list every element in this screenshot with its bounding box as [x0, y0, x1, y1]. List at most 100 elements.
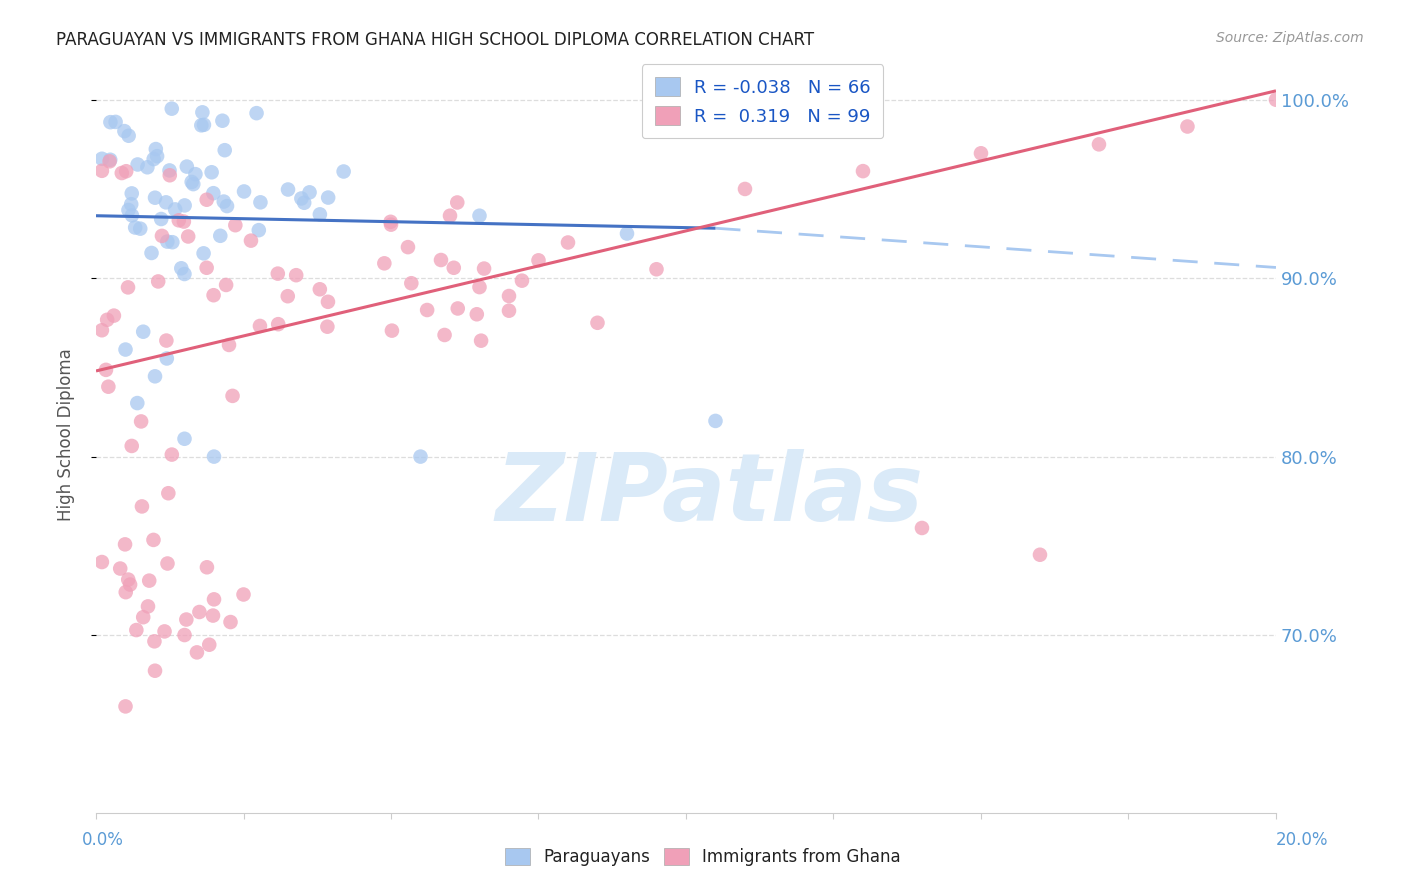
Point: [145, 142, 167, 156]
Point: [201, 608, 224, 623]
Point: [527, 253, 550, 268]
Point: [98, 153, 121, 167]
Point: [277, 182, 299, 196]
Point: [247, 223, 270, 237]
Point: [468, 209, 491, 223]
Point: [221, 389, 243, 403]
Point: [443, 260, 465, 275]
Point: [193, 246, 215, 260]
Point: [136, 161, 159, 175]
Point: [155, 334, 177, 348]
Point: [173, 198, 195, 212]
Point: [465, 307, 488, 321]
Point: [277, 289, 299, 303]
Point: [143, 369, 166, 384]
Point: [215, 277, 238, 292]
Point: [249, 195, 271, 210]
Point: [90, 555, 112, 569]
Point: [645, 262, 668, 277]
Point: [267, 267, 290, 281]
Point: [160, 448, 183, 462]
Point: [156, 235, 179, 249]
Point: [219, 615, 242, 629]
Point: [184, 167, 207, 181]
Point: [125, 623, 148, 637]
Point: [97, 380, 120, 394]
Point: [446, 195, 468, 210]
Text: ZIPatlas: ZIPatlas: [495, 449, 924, 541]
Point: [214, 143, 236, 157]
Point: [616, 227, 638, 241]
Point: [332, 164, 354, 178]
Point: [127, 157, 149, 171]
Point: [180, 175, 202, 189]
Point: [129, 221, 152, 235]
Point: [202, 186, 225, 201]
Point: [90, 152, 112, 166]
Point: [115, 164, 138, 178]
Point: [132, 610, 155, 624]
Point: [160, 102, 183, 116]
Point: [911, 521, 934, 535]
Point: [316, 190, 339, 204]
Point: [498, 289, 520, 303]
Point: [127, 396, 149, 410]
Point: [162, 235, 184, 250]
Point: [704, 414, 727, 428]
Point: [195, 560, 218, 574]
Point: [409, 450, 432, 464]
Point: [114, 537, 136, 551]
Point: [136, 599, 159, 614]
Point: [159, 163, 181, 178]
Point: [132, 325, 155, 339]
Text: PARAGUAYAN VS IMMIGRANTS FROM GHANA HIGH SCHOOL DIPLOMA CORRELATION CHART: PARAGUAYAN VS IMMIGRANTS FROM GHANA HIGH…: [56, 31, 814, 49]
Point: [245, 106, 267, 120]
Point: [117, 280, 139, 294]
Point: [121, 186, 143, 201]
Point: [117, 573, 139, 587]
Point: [150, 212, 173, 227]
Legend: R = -0.038   N = 66, R =  0.319   N = 99: R = -0.038 N = 66, R = 0.319 N = 99: [643, 64, 883, 138]
Point: [143, 634, 166, 648]
Point: [447, 301, 470, 316]
Point: [90, 163, 112, 178]
Point: [138, 574, 160, 588]
Point: [103, 309, 125, 323]
Point: [510, 274, 533, 288]
Point: [202, 288, 225, 302]
Point: [170, 261, 193, 276]
Point: [191, 105, 214, 120]
Point: [193, 118, 215, 132]
Point: [121, 439, 143, 453]
Point: [316, 294, 339, 309]
Point: [970, 146, 993, 161]
Point: [309, 207, 332, 221]
Point: [165, 202, 187, 217]
Point: [173, 267, 195, 281]
Text: 20.0%: 20.0%: [1277, 831, 1329, 849]
Point: [121, 208, 143, 222]
Point: [212, 194, 235, 209]
Point: [852, 164, 875, 178]
Point: [380, 215, 402, 229]
Point: [181, 177, 204, 191]
Point: [143, 664, 166, 678]
Point: [186, 645, 208, 659]
Point: [209, 228, 232, 243]
Point: [316, 319, 339, 334]
Point: [120, 577, 142, 591]
Point: [120, 197, 142, 211]
Point: [157, 486, 180, 500]
Point: [94, 363, 117, 377]
Point: [468, 280, 491, 294]
Point: [155, 195, 177, 210]
Point: [176, 160, 198, 174]
Point: [167, 213, 190, 227]
Point: [1029, 548, 1052, 562]
Point: [114, 699, 136, 714]
Point: [156, 351, 179, 366]
Text: Source: ZipAtlas.com: Source: ZipAtlas.com: [1216, 31, 1364, 45]
Point: [129, 414, 152, 428]
Point: [232, 587, 254, 601]
Point: [734, 182, 756, 196]
